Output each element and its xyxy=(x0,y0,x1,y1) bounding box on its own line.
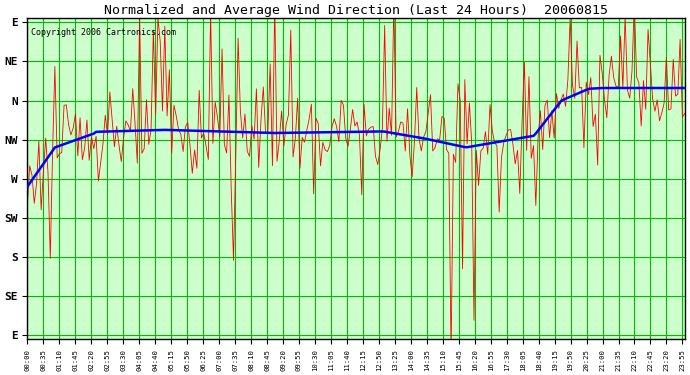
Title: Normalized and Average Wind Direction (Last 24 Hours)  20060815: Normalized and Average Wind Direction (L… xyxy=(104,4,608,17)
Text: Copyright 2006 Cartronics.com: Copyright 2006 Cartronics.com xyxy=(30,28,176,37)
